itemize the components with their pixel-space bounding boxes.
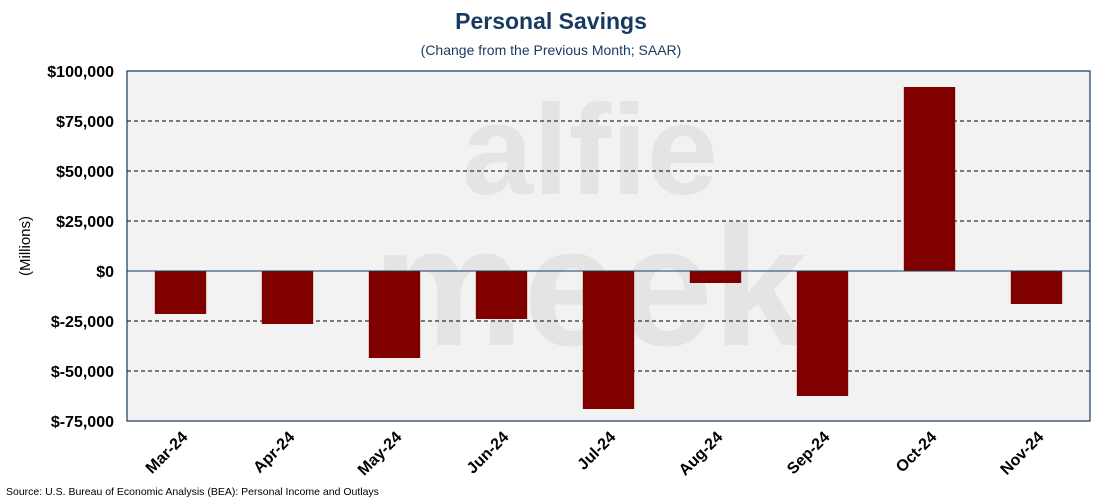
chart-title: Personal Savings xyxy=(455,8,647,34)
x-axis-ticks: Mar-24 Apr-24 May-24 Jun-24 Jul-24 Aug-24 Sep-… xyxy=(143,429,1048,479)
x-tick-label: Apr-24 xyxy=(250,429,298,477)
y-axis-ticks: $-75,000 $-50,000 $-25,000 $0 $25,000 $50,000… xyxy=(47,64,114,431)
bar-jun-24 xyxy=(475,271,528,319)
y-tick-label: $75,000 xyxy=(56,114,114,131)
bars xyxy=(154,87,1063,409)
bar-sep-24 xyxy=(796,271,849,396)
x-tick-label: Aug-24 xyxy=(676,429,726,479)
x-tick-label: Oct-24 xyxy=(893,429,940,476)
x-tick-label: Jun-24 xyxy=(464,429,513,478)
chart-subtitle: (Change from the Previous Month; SAAR) xyxy=(421,42,682,58)
bar-may-24 xyxy=(368,271,421,358)
x-tick-label: Jul-24 xyxy=(575,429,620,474)
bar-oct-24 xyxy=(903,87,956,271)
watermark-line1: alfie xyxy=(462,79,718,222)
plot-frame xyxy=(126,70,1091,422)
y-tick-label: $-25,000 xyxy=(51,314,114,331)
y-tick-label: $100,000 xyxy=(47,64,114,81)
y-tick-label: $-75,000 xyxy=(51,414,114,431)
y-axis-label: (Millions) xyxy=(17,216,34,276)
bar-nov-24 xyxy=(1010,271,1063,304)
bar-jul-24 xyxy=(582,271,635,409)
x-tick-label: May-24 xyxy=(355,429,405,479)
source-note: Source: U.S. Bureau of Economic Analysis… xyxy=(6,486,379,498)
x-tick-label: Nov-24 xyxy=(998,429,1048,479)
bar-mar-24 xyxy=(154,271,207,314)
y-tick-label: $25,000 xyxy=(56,214,114,231)
y-tick-label: $-50,000 xyxy=(51,364,114,381)
bar-apr-24 xyxy=(261,271,314,324)
y-tick-label: $50,000 xyxy=(56,164,114,181)
bar-aug-24 xyxy=(689,271,742,283)
x-tick-label: Sep-24 xyxy=(784,429,833,478)
x-tick-label: Mar-24 xyxy=(143,429,192,478)
y-tick-label: $0 xyxy=(96,264,114,281)
